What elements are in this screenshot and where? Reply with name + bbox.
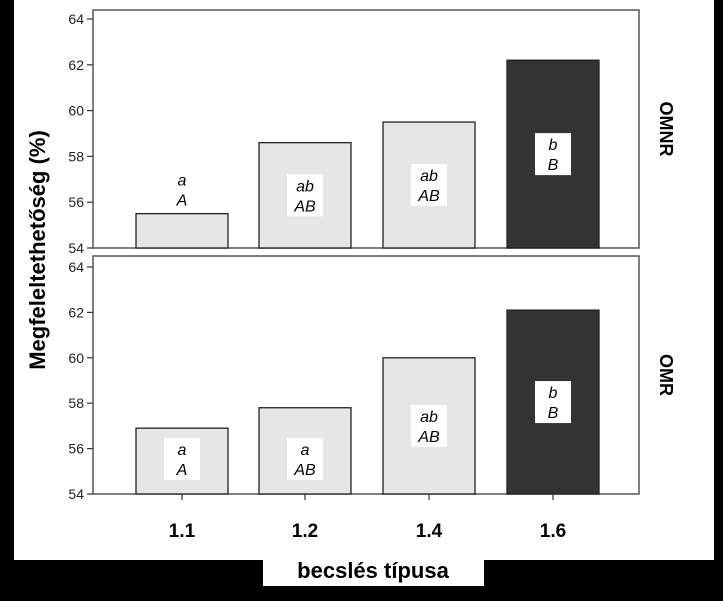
- x-axis-title: becslés típusa: [297, 558, 449, 583]
- y-tick-label: 64: [68, 259, 84, 275]
- significance-box: [411, 404, 447, 447]
- y-tick-label: 60: [68, 103, 84, 119]
- y-tick-label: 60: [68, 350, 84, 366]
- y-axis-title: Megfeleltethetőség (%): [25, 130, 50, 370]
- y-tick-label: 58: [68, 148, 84, 164]
- significance-letter-upper: A: [176, 193, 188, 210]
- significance-box: [535, 133, 571, 176]
- significance-letter-upper: AB: [293, 198, 316, 215]
- x-category-label: 1.1: [169, 521, 196, 542]
- bar: [135, 212, 229, 249]
- y-tick-label: 54: [68, 486, 84, 502]
- y-tick-label: 54: [68, 240, 84, 256]
- significance-box: [535, 381, 571, 424]
- xlabel-background: [263, 546, 484, 586]
- x-category-labels: 1.1 1.2 1.4 1.6: [169, 494, 566, 542]
- significance-letter-upper: B: [548, 405, 559, 422]
- chart-panels: 545658606264aAabABabABbBOMNR545658606264…: [68, 9, 676, 502]
- significance-letter-lower: a: [301, 442, 310, 459]
- significance-letter-lower: ab: [296, 178, 314, 195]
- panel-label: OMR: [656, 354, 676, 396]
- significance-box: [411, 164, 447, 207]
- significance-letter-upper: AB: [417, 188, 440, 205]
- chart-background: [14, 0, 714, 560]
- significance-letter-lower: ab: [420, 409, 438, 426]
- significance-letter-lower: ab: [420, 168, 438, 185]
- y-tick-label: 56: [68, 441, 84, 457]
- x-category-label: 1.2: [292, 521, 318, 542]
- panel-frame: [92, 255, 640, 495]
- significance-box: [164, 168, 200, 211]
- x-category-label: 1.6: [540, 521, 566, 542]
- y-tick-label: 62: [68, 57, 84, 73]
- significance-box: [287, 174, 323, 217]
- y-tick-label: 58: [68, 395, 84, 411]
- significance-letter-upper: A: [176, 462, 188, 479]
- panel-frame: [92, 9, 640, 249]
- significance-box: [287, 438, 323, 480]
- y-tick-label: 56: [68, 194, 84, 210]
- significance-letter-lower: b: [549, 137, 558, 154]
- significance-letter-lower: b: [549, 385, 558, 402]
- significance-letter-upper: AB: [293, 462, 316, 479]
- y-tick-label: 62: [68, 304, 84, 320]
- significance-letter-upper: AB: [417, 429, 440, 446]
- significance-box: [164, 438, 200, 480]
- right-black-strip: [714, 0, 723, 601]
- significance-letter-lower: a: [178, 442, 187, 459]
- significance-letter-lower: a: [178, 173, 187, 190]
- y-tick-label: 64: [68, 11, 84, 27]
- x-category-label: 1.4: [416, 521, 443, 542]
- panel-label: OMNR: [656, 102, 676, 157]
- significance-letter-upper: B: [548, 157, 559, 174]
